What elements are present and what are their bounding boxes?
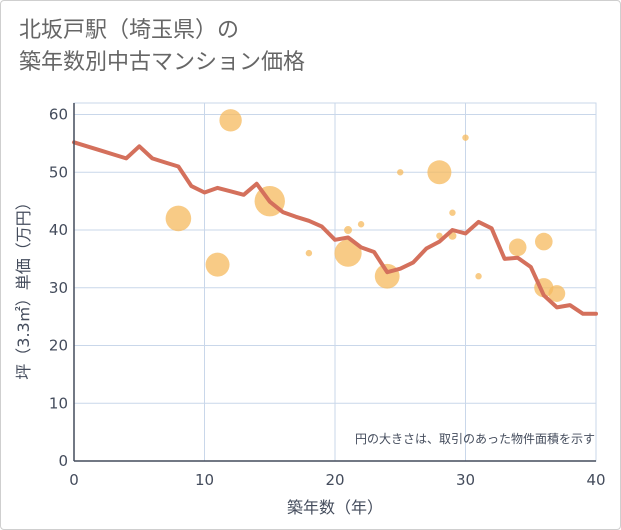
bubble-point: [475, 273, 482, 280]
x-axis-label: 築年数（年）: [287, 498, 383, 517]
bubble-point: [449, 209, 456, 216]
y-tick-label: 50: [49, 163, 68, 181]
y-tick-label: 10: [49, 394, 68, 412]
x-tick-label: 30: [456, 471, 475, 489]
x-tick-label: 20: [325, 471, 344, 489]
bubble-point: [305, 249, 313, 257]
x-tick-label: 40: [586, 471, 605, 489]
size-note: 円の大きさは、取引のあった物件面積を示す: [355, 431, 595, 446]
bubble-point: [508, 238, 527, 257]
tick-labels: 0 10 20 30 40 0 10 20 30 40 50 60: [49, 106, 606, 489]
bubble-point: [462, 134, 469, 141]
y-tick-label: 40: [49, 221, 68, 239]
chart-title-line-1: 北坂戸駅（埼玉県）の: [19, 18, 240, 43]
bubble-point: [436, 232, 443, 240]
chart-title: 北坂戸駅（埼玉県）の 築年数別中古マンション価格: [19, 15, 305, 79]
bubble-point: [165, 205, 192, 232]
bubble-point: [334, 239, 362, 267]
axes: [73, 103, 596, 462]
bubble-point: [205, 252, 230, 277]
bubble-point: [344, 226, 353, 235]
x-tick-label: 10: [195, 471, 214, 489]
y-tick-label: 0: [58, 452, 68, 470]
x-tick-label: 0: [69, 471, 79, 489]
bubble-point: [374, 263, 400, 289]
bubble-point: [548, 285, 566, 302]
y-tick-label: 30: [49, 279, 68, 297]
y-tick-label: 20: [49, 337, 68, 355]
bubble-point: [535, 232, 553, 251]
chart-title-line-2: 築年数別中古マンション価格: [19, 50, 306, 75]
trend-series: [72, 140, 598, 316]
y-axis-label: 坪（3.3㎡）単価（万円）: [14, 194, 33, 379]
bubble-point: [219, 109, 242, 132]
bubble-point: [397, 169, 404, 176]
bubble-series: [165, 109, 566, 302]
trend-line: [72, 140, 598, 316]
bubble-point: [357, 221, 365, 228]
y-tick-label: 60: [49, 106, 68, 124]
bubble-point: [427, 160, 452, 185]
